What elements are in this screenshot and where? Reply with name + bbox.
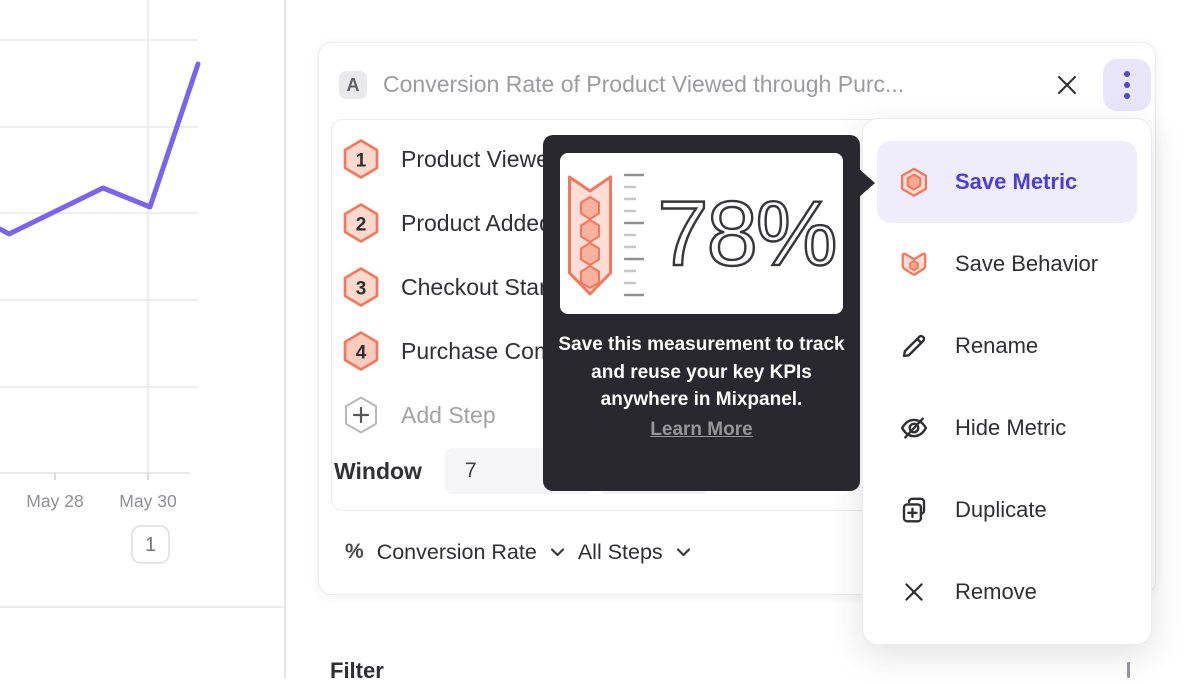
chevron-down-icon[interactable] (676, 547, 691, 557)
menu-item-save-behavior[interactable]: Save Behavior (863, 223, 1151, 305)
menu-item-label: Duplicate (955, 497, 1047, 522)
add-step-button[interactable]: Add Step (343, 383, 496, 447)
metric-title[interactable]: Conversion Rate of Product Viewed throug… (383, 71, 905, 97)
svg-text:1: 1 (356, 151, 367, 172)
close-icon (1058, 76, 1076, 94)
tooltip-text: Save this measurement to track and reuse… (555, 331, 848, 443)
save-behavior-icon (899, 249, 929, 279)
menu-item-label: Save Metric (955, 169, 1078, 194)
remove-x-icon (899, 577, 929, 607)
tooltip-arrow (859, 169, 875, 197)
measurement-selector[interactable]: Conversion Rate (376, 539, 537, 564)
svg-text:2: 2 (356, 215, 367, 236)
kebab-dot (1124, 71, 1130, 77)
step-2-label: Product Added (401, 209, 552, 236)
conversion-window-row: Window 7 (334, 443, 709, 499)
metric-letter-badge: A (339, 71, 367, 99)
kebab-dot (1124, 93, 1130, 99)
hide-metric-eye-off-icon (899, 413, 929, 443)
duplicate-copy-icon (899, 495, 929, 525)
menu-item-remove[interactable]: Remove (863, 551, 1151, 633)
menu-item-label: Remove (955, 579, 1037, 604)
metric-options-button[interactable] (1103, 59, 1151, 111)
step-1-hexagon-badge: 1 (343, 139, 379, 179)
close-metric-button[interactable] (1053, 71, 1081, 99)
funnel-step-1[interactable]: 1 Product Viewed (343, 127, 562, 191)
funnel-banner-illustration (568, 175, 613, 295)
menu-item-label: Hide Metric (955, 415, 1067, 440)
svg-text:3: 3 (356, 279, 367, 300)
menu-item-duplicate[interactable]: Duplicate (863, 469, 1151, 551)
add-filter-plus-icon[interactable] (1127, 662, 1130, 678)
filter-section-title: Filter (330, 658, 384, 683)
step-1-label: Product Viewed (401, 145, 562, 172)
tooltip-illustration: 78% (560, 153, 843, 314)
add-step-label: Add Step (401, 401, 496, 428)
menu-item-label: Rename (955, 333, 1039, 358)
metric-options-menu: Save Metric Save Behavior Rename (862, 118, 1152, 645)
step-3-hexagon-badge: 3 (343, 267, 379, 307)
steps-scope-selector[interactable]: All Steps (577, 539, 663, 564)
menu-item-label: Save Behavior (955, 251, 1099, 276)
measurement-row: % Conversion Rate All Steps (345, 535, 691, 569)
kebab-dot (1124, 82, 1130, 88)
save-metric-icon (899, 167, 929, 197)
tooltip-percent-illustration: 78% (656, 182, 839, 285)
chart-gridlines (0, 0, 284, 608)
svg-text:1: 1 (145, 534, 156, 556)
menu-item-rename[interactable]: Rename (863, 305, 1151, 387)
step-4-hexagon-badge: 4 (343, 331, 379, 371)
trend-line-series (0, 61, 201, 237)
ruler-ticks-illustration (624, 173, 645, 296)
window-label: Window (334, 457, 422, 484)
chevron-down-icon[interactable] (550, 547, 565, 557)
panel-divider (284, 0, 286, 678)
series-legend-badge[interactable]: 1 (131, 525, 170, 564)
step-2-hexagon-badge: 2 (343, 203, 379, 243)
svg-text:4: 4 (356, 343, 367, 364)
save-metric-tooltip: 78% Save this measurement to track and r… (543, 135, 875, 491)
add-step-hexagon-icon (345, 396, 377, 434)
menu-item-save-metric[interactable]: Save Metric (877, 141, 1137, 223)
percent-icon: % (345, 540, 364, 563)
funnel-trend-chart: May 28 May 30 1 (0, 0, 285, 678)
learn-more-link[interactable]: Learn More (650, 418, 753, 440)
menu-item-hide-metric[interactable]: Hide Metric (863, 387, 1151, 469)
x-tick-may-30: May 30 (119, 491, 177, 511)
rename-pencil-icon (899, 331, 929, 361)
funnel-step-2[interactable]: 2 Product Added (343, 191, 552, 255)
x-tick-may-28: May 28 (26, 491, 83, 511)
